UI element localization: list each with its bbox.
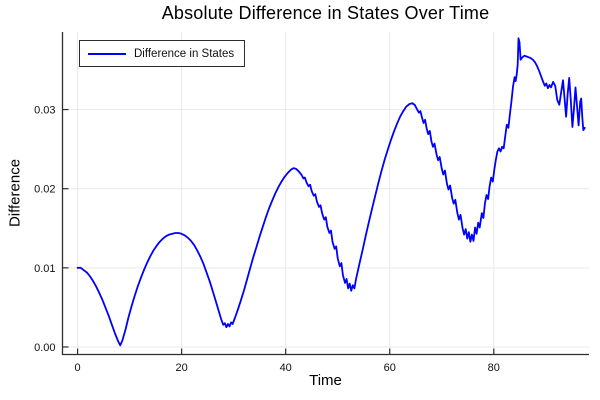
legend-box: Difference in States <box>79 40 246 67</box>
y-tick-label: 0.00 <box>34 342 55 354</box>
legend-label: Difference in States <box>134 47 235 60</box>
y-tick-label: 0.01 <box>34 263 55 275</box>
legend-line-sample <box>88 52 126 55</box>
x-tick-label: 40 <box>280 362 292 374</box>
y-axis-label: Difference <box>6 158 24 228</box>
x-tick-label: 0 <box>75 362 81 374</box>
x-tick-label: 60 <box>384 362 396 374</box>
data-line-series <box>76 37 586 347</box>
x-axis-label: Time <box>309 372 342 389</box>
y-tick-label: 0.03 <box>34 105 55 117</box>
y-tick-label: 0.02 <box>34 184 55 196</box>
x-tick-label: 80 <box>488 362 500 374</box>
chart-title: Absolute Difference in States Over Time <box>161 3 490 23</box>
x-tick-label: 20 <box>176 362 188 374</box>
